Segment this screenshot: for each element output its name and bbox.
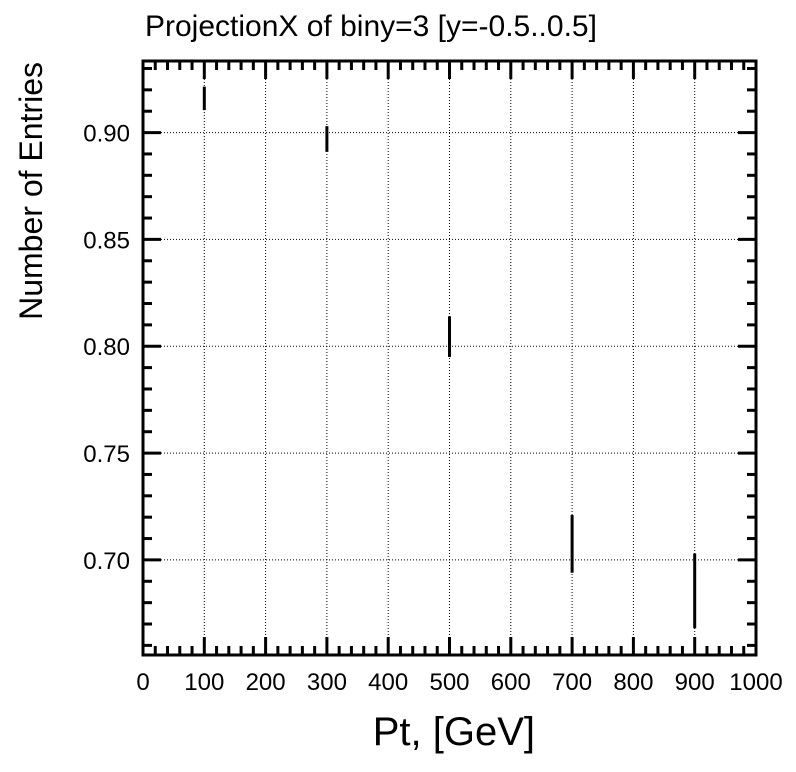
x-tick-label: 300	[307, 669, 347, 696]
x-tick-label: 700	[552, 669, 592, 696]
y-tick-label: 0.80	[83, 334, 130, 361]
y-tick-label: 0.85	[83, 227, 130, 254]
x-tick-label: 500	[429, 669, 469, 696]
x-tick-label: 1000	[729, 669, 782, 696]
tick-labels: 0 100 200 300 400 500 600 700 800 900 1000 0.70 0.75…	[83, 121, 782, 696]
x-tick-label: 800	[613, 669, 653, 696]
y-tick-label: 0.70	[83, 548, 130, 575]
x-tick-label: 900	[675, 669, 715, 696]
x-tick-label: 0	[136, 669, 149, 696]
plot-frame	[141, 59, 758, 657]
x-tick-label: 400	[368, 669, 408, 696]
x-tick-label: 200	[246, 669, 286, 696]
y-tick-label: 0.90	[83, 121, 130, 148]
grid-lines	[143, 61, 756, 655]
data-marks	[202, 86, 697, 629]
x-axis-label: Pt, [GeV]	[373, 710, 535, 754]
x-tick-label: 100	[184, 669, 224, 696]
y-axis-label: Number of Entries	[13, 62, 49, 320]
chart-title: ProjectionX of biny=3 [y=-0.5..0.5]	[145, 10, 597, 43]
x-tick-label: 600	[491, 669, 531, 696]
y-tick-label: 0.75	[83, 441, 130, 468]
